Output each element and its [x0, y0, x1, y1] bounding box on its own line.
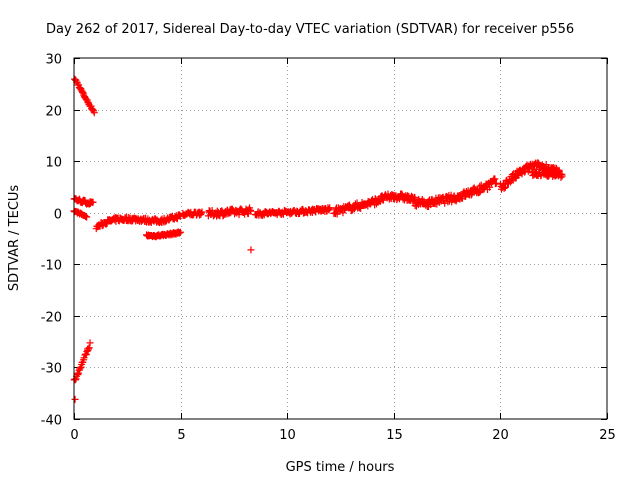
x-tick-label: 10 [279, 428, 296, 443]
data-point-arc-7 [486, 183, 494, 191]
grid-lines [74, 58, 607, 419]
data-point-early-negative-arc [86, 339, 94, 347]
data-point-early-negative-arc [74, 371, 82, 379]
y-tick-label: 30 [45, 53, 62, 68]
data-points [70, 75, 566, 403]
data-point-arc-2 [198, 208, 206, 216]
chart-title: Day 262 of 2017, Sidereal Day-to-day VTE… [46, 22, 574, 37]
y-tick-label: 10 [45, 156, 62, 171]
data-point-arc-8 [500, 184, 508, 192]
y-axis-label: SDTVAR / TECUs [7, 185, 22, 292]
x-tick-label: 5 [177, 428, 185, 443]
y-tick-label: -20 [41, 311, 62, 326]
data-point-negative-arc [176, 228, 184, 236]
x-tick-label: 0 [70, 428, 78, 443]
x-tick-label: 20 [492, 428, 509, 443]
data-point-arc-2 [197, 209, 205, 217]
data-point-early-small-arc [83, 213, 91, 221]
data-point-early-high-arc [90, 109, 98, 117]
y-tick-label: -40 [41, 414, 62, 429]
y-tick-label: -30 [41, 362, 62, 377]
y-tick-label: 0 [54, 208, 62, 223]
data-point-early-negative-arc [85, 344, 93, 352]
x-tick-label: 25 [599, 428, 616, 443]
data-point-arc-6 [467, 191, 475, 199]
data-point-arc-5 [411, 194, 419, 202]
data-point-arc-6 [441, 199, 449, 207]
data-point-arc-3 [247, 207, 255, 215]
x-axis-label: GPS time / hours [286, 460, 395, 475]
x-tick-label: 15 [386, 428, 403, 443]
data-point-arc-8 [511, 173, 519, 181]
plot-frame [73, 57, 608, 420]
y-tick-label: -10 [41, 259, 62, 274]
data-point-outlier [71, 395, 79, 403]
data-point-outlier [247, 246, 255, 254]
data-point-arc-7 [492, 179, 500, 187]
data-point-arc-9 [558, 172, 566, 180]
data-point-early-negative-arc [85, 345, 93, 353]
data-point-arc-5 [339, 209, 347, 217]
data-point-early-level-arc [89, 198, 97, 206]
y-tick-label: 20 [45, 105, 62, 120]
data-point-arc-8 [517, 169, 525, 177]
data-point-arc-4 [326, 204, 334, 212]
data-point-arc-5 [346, 202, 354, 210]
data-point-arc-5 [379, 196, 387, 204]
data-point-arc-8 [501, 183, 509, 191]
data-point-arc-6 [468, 190, 476, 198]
axis-ticks: 0 5 10 15 20 25 -40 -30 -20 -10 0 10 20 30 [41, 53, 616, 444]
